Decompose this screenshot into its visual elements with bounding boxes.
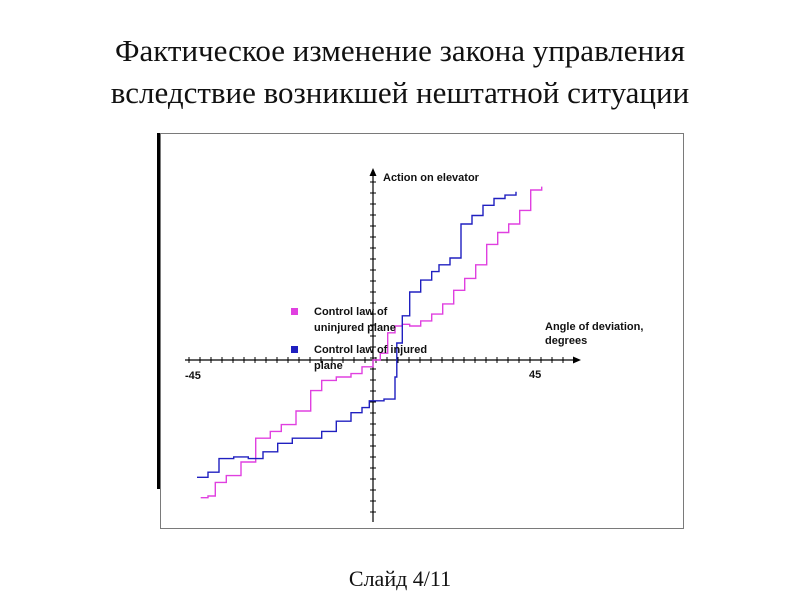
- slide-number: Слайд 4/11: [348, 566, 452, 591]
- series-line-injured: [197, 191, 517, 478]
- y-axis-arrow: [369, 168, 377, 176]
- x-axis-arrow: [573, 356, 581, 364]
- x-axis-label-line-2: degrees: [545, 335, 587, 347]
- y-axis-label: Action on elevator: [383, 172, 480, 184]
- x-max-label: 45: [529, 369, 541, 381]
- chart-svg: Action on elevator Angle of deviation, d…: [185, 168, 643, 522]
- legend-item-injured: Control law of injured plane: [291, 342, 511, 374]
- legend-label-uninjured-line-1: Control law of: [314, 306, 388, 318]
- legend-swatch-injured: [291, 346, 298, 353]
- legend-swatch-uninjured: [291, 308, 298, 315]
- series-lines: [197, 186, 543, 499]
- legend: Control law of uninjured plane Control l…: [291, 304, 511, 380]
- legend-item-uninjured: Control law of uninjured plane: [291, 304, 511, 336]
- figure-left-edge: [157, 133, 160, 489]
- x-axis-label-line-1: Angle of deviation,: [545, 321, 643, 333]
- x-min-label: -45: [185, 370, 201, 382]
- chart-figure: Action on elevator Angle of deviation, d…: [160, 133, 684, 529]
- legend-label-injured-line-1: Control law of injured: [314, 344, 428, 356]
- slide-title-line-1: Фактическое изменение закона управления: [115, 33, 685, 68]
- legend-label-uninjured-line-2: uninjured plane: [314, 322, 396, 334]
- slide-title-line-2: вследствие возникшей нештатной ситуации: [110, 75, 690, 110]
- series-line-uninjured: [200, 186, 543, 499]
- legend-label-injured-line-2: plane: [314, 360, 343, 372]
- slide-title: Фактическое изменение закона управления …: [40, 30, 760, 114]
